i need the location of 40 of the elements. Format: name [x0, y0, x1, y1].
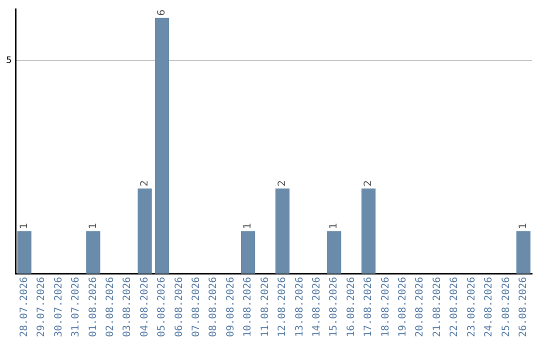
- x-tick-label: 03.08.2026: [122, 276, 134, 338]
- x-tick-label: 02.08.2026: [104, 276, 116, 338]
- data-label: 1: [328, 222, 340, 230]
- data-label: 1: [88, 222, 99, 230]
- x-tick-label: 09.08.2026: [225, 276, 236, 338]
- data-label: 6: [156, 10, 168, 16]
- x-tick-label: 19.08.2026: [398, 276, 409, 338]
- x-tick-label: 15.08.2026: [328, 276, 340, 338]
- x-tick-label: 18.08.2026: [380, 276, 392, 338]
- x-tick-label: 16.08.2026: [346, 276, 357, 338]
- data-label: 1: [242, 222, 254, 230]
- x-tick-label: 11.08.2026: [260, 276, 271, 338]
- x-tick-label: 10.08.2026: [242, 276, 254, 338]
- x-tick-label: 04.08.2026: [139, 276, 150, 338]
- x-tick-label: 13.08.2026: [294, 276, 306, 338]
- x-tick-label: 25.08.2026: [500, 276, 512, 338]
- x-tick-label: 28.07.2026: [18, 276, 30, 338]
- x-tick-label: 29.07.2026: [36, 276, 48, 338]
- x-tick-label: 20.08.2026: [414, 276, 426, 338]
- x-tick-label: 17.08.2026: [363, 276, 374, 338]
- data-label: 1: [518, 222, 529, 230]
- x-tick-label: 26.08.2026: [518, 276, 529, 338]
- x-tick-label: 21.08.2026: [432, 276, 443, 338]
- x-tick-label: 01.08.2026: [88, 276, 99, 338]
- data-label: 1: [18, 222, 30, 230]
- x-tick-label: 24.08.2026: [484, 276, 495, 338]
- x-tick-label: 31.07.2026: [70, 276, 82, 338]
- x-tick-label: 14.08.2026: [311, 276, 322, 338]
- data-label: 2: [363, 180, 374, 187]
- x-tick-label: 08.08.2026: [208, 276, 220, 338]
- y-tick-label: 5: [6, 56, 12, 66]
- x-tick-label: 06.08.2026: [174, 276, 185, 338]
- data-label: 2: [277, 180, 288, 187]
- x-tick-label: 30.07.2026: [53, 276, 64, 338]
- x-tick-label: 23.08.2026: [466, 276, 478, 338]
- x-tick-label: 05.08.2026: [156, 276, 168, 338]
- data-label: 2: [139, 180, 150, 187]
- x-tick-label: 22.08.2026: [449, 276, 460, 338]
- x-tick-label: 07.08.2026: [191, 276, 202, 338]
- x-tick-label: 12.08.2026: [277, 276, 288, 338]
